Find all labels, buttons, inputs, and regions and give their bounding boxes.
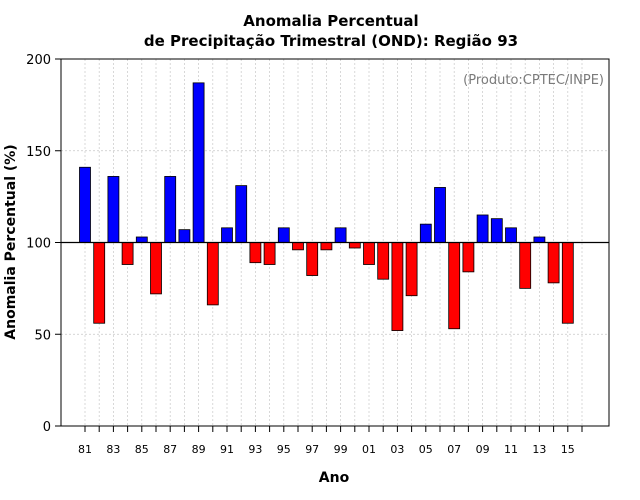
bar	[334, 227, 347, 243]
x-tick-label: 85	[135, 443, 149, 456]
y-tick-label: 0	[43, 420, 51, 435]
x-tick-label: 87	[163, 443, 177, 456]
x-tick-label: 97	[305, 443, 319, 456]
x-tick-label: 09	[476, 443, 490, 456]
bar	[363, 242, 375, 265]
x-axis-label: Ano	[319, 470, 350, 486]
x-tick-label: 93	[248, 443, 262, 456]
x-tick-label: 07	[447, 443, 461, 456]
bar	[320, 242, 333, 251]
bar	[263, 242, 276, 265]
bar	[150, 242, 162, 295]
bar	[292, 242, 304, 251]
bar	[448, 242, 461, 330]
x-tick-label: 83	[106, 443, 120, 456]
y-axis-label: Anomalia Percentual (%)	[3, 144, 19, 339]
chart-annotation: (Produto:CPTEC/INPE)	[463, 73, 604, 88]
x-tick-label: 95	[277, 443, 291, 456]
bar	[462, 242, 475, 273]
bar	[93, 242, 106, 324]
x-tick-label: 91	[220, 443, 234, 456]
bar	[434, 187, 446, 243]
bar	[192, 82, 205, 243]
x-tick-label: 99	[334, 443, 348, 456]
bar	[249, 242, 262, 264]
bar	[135, 236, 148, 243]
bar	[561, 242, 574, 324]
x-tick-label: 13	[532, 443, 546, 456]
bar	[277, 227, 290, 243]
y-tick-label: 150	[26, 145, 51, 160]
y-tick-label: 50	[34, 328, 51, 343]
x-tick-label: 15	[561, 443, 575, 456]
bar	[107, 176, 120, 243]
x-tick-label: 81	[78, 443, 92, 456]
bar	[490, 218, 503, 243]
bar	[547, 242, 560, 284]
x-tick-label: 03	[390, 443, 404, 456]
bar	[121, 242, 134, 265]
bar	[533, 236, 546, 243]
bar	[348, 242, 361, 249]
bar	[79, 166, 91, 243]
x-tick-label: 05	[419, 443, 433, 456]
bar	[221, 227, 233, 243]
bar	[178, 229, 191, 243]
x-tick-label: 89	[192, 443, 206, 456]
bar	[306, 242, 319, 276]
bar	[206, 242, 219, 306]
bar	[476, 214, 489, 243]
bar	[391, 242, 404, 331]
bar	[377, 242, 390, 280]
chart-subtitle: de Precipitação Trimestral (OND): Região…	[144, 32, 518, 50]
bar	[235, 185, 248, 243]
y-tick-label: 100	[26, 237, 51, 252]
bar	[419, 223, 432, 243]
x-tick-label: 11	[504, 443, 518, 456]
y-tick-label: 200	[26, 53, 51, 68]
bar	[519, 242, 532, 289]
bar	[164, 176, 177, 243]
x-tick-label: 01	[362, 443, 376, 456]
bar	[405, 242, 418, 297]
bar	[505, 227, 517, 243]
chart-title: Anomalia Percentual	[243, 12, 418, 30]
